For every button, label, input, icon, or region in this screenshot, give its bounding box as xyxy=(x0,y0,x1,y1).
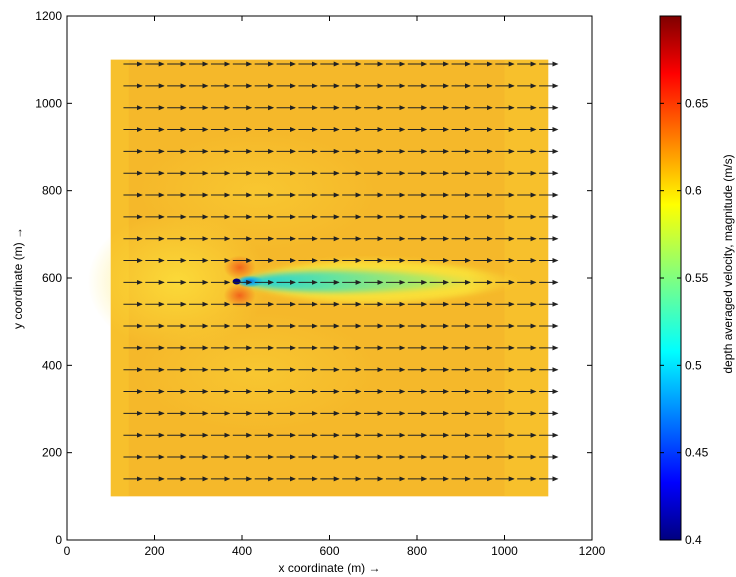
x-axis-label: x coordinate (m) → xyxy=(278,561,380,575)
colorbar-label: depth averaged velocity, magnitude (m/s) xyxy=(721,154,735,373)
x-tick-label: 1000 xyxy=(491,544,518,558)
x-axis-ticks: 0 200 400 600 800 1000 1200 xyxy=(64,16,606,558)
y-axis-label: y coordinate (m) → xyxy=(11,227,25,329)
x-tick-label: 600 xyxy=(319,544,339,558)
velocity-magnitude-field xyxy=(87,59,549,497)
x-tick-label: 400 xyxy=(232,544,252,558)
colorbar-tick-label: 0.5 xyxy=(685,358,702,372)
obstacle-marker xyxy=(232,278,241,285)
x-tick-label: 1200 xyxy=(579,544,606,558)
colorbar-tick-label: 0.55 xyxy=(685,271,709,285)
y-axis-ticks: 0 200 400 600 800 1000 1200 xyxy=(35,9,592,547)
y-tick-label: 1200 xyxy=(35,9,62,23)
acceleration-spot-lower xyxy=(223,283,256,308)
colorbar-tick-label: 0.4 xyxy=(685,533,702,547)
main-axes: 0 200 400 600 800 1000 1200 0 200 400 600 800 1000 1… xyxy=(11,9,606,575)
colorbar-tick-label: 0.65 xyxy=(685,96,709,110)
x-tick-label: 0 xyxy=(64,544,71,558)
x-tick-label: 200 xyxy=(144,544,164,558)
y-tick-label: 200 xyxy=(42,446,62,460)
wake-core xyxy=(239,270,495,292)
y-tick-label: 800 xyxy=(42,184,62,198)
lower-lobe xyxy=(137,311,378,432)
colorbar-ticks: 0.4 0.45 0.5 0.55 0.6 0.65 xyxy=(660,96,709,547)
colorbar-tick-label: 0.6 xyxy=(685,184,702,198)
y-tick-label: 600 xyxy=(42,271,62,285)
colorbar-tick-label: 0.45 xyxy=(685,446,709,460)
y-tick-label: 400 xyxy=(42,358,62,372)
y-tick-label: 1000 xyxy=(35,96,62,110)
velocity-vector-arrows xyxy=(123,61,559,482)
y-tick-label: 0 xyxy=(55,533,62,547)
upper-lobe xyxy=(137,131,378,252)
colorbar: 0.4 0.45 0.5 0.55 0.6 0.65 depth averaged vel… xyxy=(659,15,735,547)
x-tick-label: 800 xyxy=(407,544,427,558)
